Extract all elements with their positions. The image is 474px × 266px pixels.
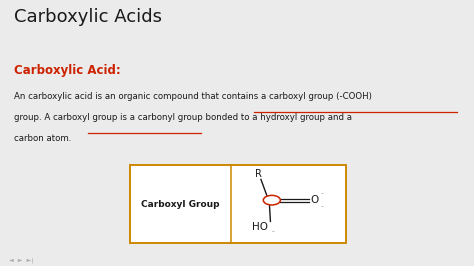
Text: ··: ··	[320, 204, 325, 209]
Text: An carboxylic acid is an organic compound that contains a carboxyl group (-COOH): An carboxylic acid is an organic compoun…	[14, 92, 372, 101]
Text: ··: ··	[320, 191, 325, 196]
Text: ··: ··	[271, 230, 275, 235]
Text: ◄  ►  ►|: ◄ ► ►|	[9, 258, 34, 263]
Text: O: O	[310, 195, 319, 205]
Text: HO: HO	[252, 222, 268, 232]
Text: group. A carboxyl group is a carbonyl group bonded to a hydroxyl group and a: group. A carboxyl group is a carbonyl gr…	[14, 113, 352, 122]
Text: carbon atom.: carbon atom.	[14, 134, 72, 143]
Circle shape	[264, 195, 280, 205]
Text: R: R	[255, 169, 262, 178]
Text: Carboxylic Acids: Carboxylic Acids	[14, 8, 162, 26]
Text: Carboxyl Group: Carboxyl Group	[141, 200, 220, 209]
Text: Carboxylic Acid:: Carboxylic Acid:	[14, 64, 121, 77]
FancyBboxPatch shape	[130, 165, 346, 243]
